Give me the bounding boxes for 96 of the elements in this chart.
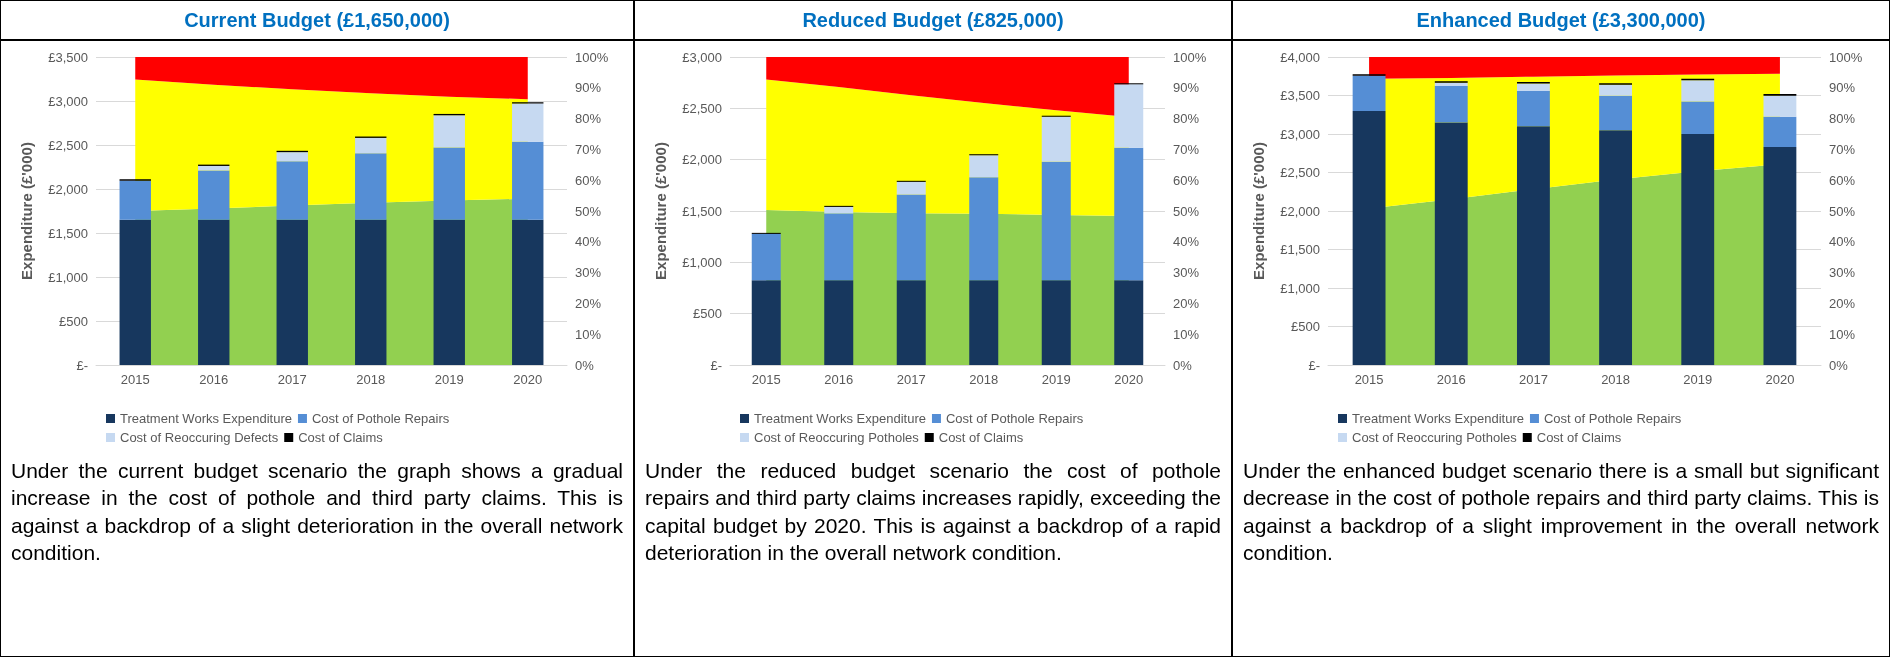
y-tick-label: £2,500 [48,137,88,153]
legend-label: Cost of Claims [1536,430,1622,445]
y2-tick-label: 30% [1829,265,1856,281]
x-tick-label: 2016 [824,372,854,387]
y2-tick-label: 40% [1829,234,1856,250]
y2-tick-label: 60% [1173,172,1200,188]
y-axis-title: Expenditure (£'000) [1250,142,1267,280]
y2-tick-label: 60% [575,172,602,188]
y2-tick-label: 20% [575,295,602,311]
y-tick-label: £500 [1291,319,1320,334]
x-tick-label: 2020 [513,372,543,387]
y2-tick-label: 60% [1829,172,1856,188]
y-tick-label: £3,500 [48,49,88,65]
y2-tick-label: 20% [1173,295,1200,311]
x-tick-label: 2017 [277,372,307,387]
y-tick-label: £3,000 [682,49,722,65]
y2-tick-label: 40% [1173,234,1200,250]
x-tick-label: 2018 [969,372,999,387]
y2-tick-label: 30% [575,265,602,281]
legend-label: Treatment Works Expenditure [1352,411,1524,426]
x-tick-label: 2015 [120,372,150,387]
y2-tick-label: 70% [1173,141,1200,157]
y-tick-label: £1,000 [682,254,722,270]
y-tick-label: £- [76,357,88,373]
x-tick-label: 2017 [896,372,926,387]
legend-label: Cost of Claims [938,430,1024,445]
y2-tick-label: 50% [1173,203,1200,219]
y-axis-title: Expenditure (£'000) [18,142,35,280]
y2-tick-label: 30% [1173,265,1200,281]
y2-tick-label: 90% [575,80,602,96]
y-tick-label: £3,500 [1280,88,1320,103]
text: Under the reduced budget scenario the cost of pothole repairs and third party claims increases rapidly, exceeding the capital budget by 2020. This is against a backdrop of a rapid deterioration in the overall network condition. [645,458,1221,566]
y-tick-label: £3,000 [1280,126,1320,142]
y-tick-label: £1,500 [48,225,88,241]
x-tick-label: 2016 [199,372,229,387]
x-tick-label: 2016 [1436,372,1466,387]
x-tick-label: 2020 [1114,372,1144,387]
legend-label: Cost of Reoccuring Potholes [1352,430,1518,445]
y-tick-label: £2,000 [48,181,88,197]
x-tick-label: 2018 [356,372,386,387]
y-tick-label: £500 [59,313,88,329]
y2-tick-label: 0% [1173,357,1193,373]
x-tick-label: 2015 [1354,372,1384,387]
y-tick-label: £1,500 [1280,242,1320,257]
x-tick-label: 2017 [1518,372,1548,387]
y2-tick-label: 90% [1173,80,1200,96]
legend-label: Cost of Pothole Repairs [1543,411,1682,426]
y2-tick-label: 80% [575,111,602,127]
legend-label: Cost of Pothole Repairs [945,411,1084,426]
x-tick-label: 2015 [751,372,781,387]
y2-tick-label: 100% [1173,49,1207,65]
x-tick-label: 2019 [1041,372,1071,387]
y-tick-label: £4,000 [1280,49,1320,65]
y-tick-label: £2,500 [1280,165,1320,180]
legend-label: Cost of Claims [298,430,384,445]
chart-title: Current Budget (£1,650,000) [1,1,633,41]
y-tick-label: £3,000 [48,93,88,109]
legend-label: Cost of Reoccuring Defects [120,430,279,445]
x-tick-label: 2019 [434,372,464,387]
y2-tick-label: 70% [575,141,602,157]
legend-label: Cost of Reoccuring Potholes [754,430,920,445]
y2-tick-label: 80% [1173,111,1200,127]
y2-tick-label: 100% [575,49,609,65]
y2-tick-label: 50% [1829,203,1856,219]
y-tick-label: £2,000 [682,152,722,168]
y2-tick-label: 10% [1173,326,1200,342]
x-tick-label: 2020 [1765,372,1795,387]
y2-tick-label: 0% [1829,357,1849,373]
y2-tick-label: 80% [1829,111,1856,127]
y2-tick-label: 100% [1829,49,1863,65]
y2-tick-label: 90% [1829,80,1856,96]
y2-tick-label: 10% [575,326,602,342]
chart-title: Reduced Budget (£825,000) [635,1,1231,41]
y2-tick-label: 10% [1829,326,1856,342]
y-tick-label: £500 [693,306,722,322]
y2-tick-label: 50% [575,203,602,219]
y2-tick-label: 0% [575,357,595,373]
chart-title: Enhanced Budget (£3,300,000) [1233,1,1889,41]
text: Under the enhanced budget scenario there is a small but significant decrease in the cost of pothole repairs and third party claims. This is against a backdrop of a slight improvement in the overall network condition. [1243,458,1879,566]
y-tick-label: £1,000 [1280,280,1320,296]
legend-label: Treatment Works Expenditure [120,411,292,426]
y2-tick-label: 40% [575,234,602,250]
x-tick-label: 2019 [1683,372,1713,387]
y-tick-label: £- [1308,357,1320,373]
y2-tick-label: 70% [1829,141,1856,157]
text: Under the current budget scenario the graph shows a gradual increase in the cost of pothole and third party claims. This is against a backdrop of a slight deterioration in the overall network condition. [11,458,623,566]
y-tick-label: £2,000 [1280,203,1320,219]
y-axis-title: Expenditure (£'000) [652,142,669,280]
y-tick-label: £- [710,357,722,373]
legend-label: Cost of Pothole Repairs [311,411,450,426]
x-tick-label: 2018 [1601,372,1631,387]
y-tick-label: £2,500 [682,100,722,116]
y-tick-label: £1,000 [48,269,88,285]
y-tick-label: £1,500 [682,203,722,219]
legend-label: Treatment Works Expenditure [754,411,926,426]
y2-tick-label: 20% [1829,295,1856,311]
